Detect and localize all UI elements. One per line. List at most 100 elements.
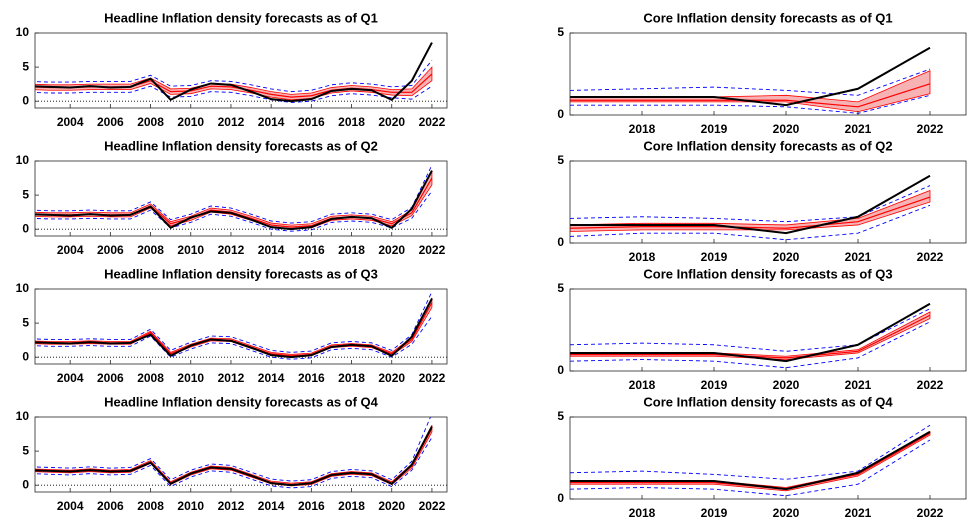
y-tick-label: 5	[22, 315, 29, 329]
x-tick-label: 2022	[419, 115, 446, 129]
series-line	[570, 302, 931, 363]
x-tick-label: 2004	[57, 499, 84, 513]
plot-background	[35, 417, 447, 492]
x-tick-label: 2014	[258, 499, 285, 513]
series-line	[570, 430, 931, 491]
y-tick-label: 5	[557, 409, 564, 423]
x-tick-label: 2006	[97, 371, 124, 385]
panel-title: Headline Inflation density forecasts as …	[104, 394, 379, 409]
x-tick-label: 2019	[701, 250, 728, 264]
x-tick-label: 2021	[845, 122, 872, 136]
x-tick-label: 2020	[378, 371, 405, 385]
panel: Core Inflation density forecasts as of Q…	[557, 266, 967, 392]
y-tick-label: 10	[16, 409, 30, 423]
plot-frame	[34, 416, 448, 493]
x-tick-label: 2010	[177, 115, 204, 129]
x-tick-label: 2012	[218, 243, 245, 257]
x-tick-label: 2006	[97, 243, 124, 257]
x-tick-label: 2006	[97, 115, 124, 129]
interval-line	[35, 417, 431, 482]
interval-line	[35, 85, 433, 103]
panel: Headline Inflation density forecasts as …	[16, 10, 448, 129]
x-tick-label: 2022	[419, 499, 446, 513]
x-tick-label: 2018	[338, 499, 365, 513]
plot-frame	[569, 416, 967, 500]
x-tick-label: 2004	[57, 115, 84, 129]
x-tick-label: 2019	[701, 506, 728, 517]
plot-background	[35, 33, 447, 108]
x-tick-label: 2022	[917, 250, 944, 264]
x-tick-label: 2018	[629, 506, 656, 517]
plot-frame	[34, 288, 448, 365]
panel-title: Core Inflation density forecasts as of Q…	[643, 138, 892, 153]
interval-line	[570, 321, 931, 369]
y-tick-label: 0	[557, 491, 564, 505]
interval-line	[35, 437, 433, 489]
panel-title: Headline Inflation density forecasts as …	[104, 10, 378, 25]
panel-title: Headline Inflation density forecasts as …	[104, 266, 378, 281]
plot-area	[35, 417, 447, 489]
y-tick-label: 0	[557, 235, 564, 249]
x-tick-label: 2018	[629, 250, 656, 264]
x-tick-label: 2008	[137, 243, 164, 257]
series-line	[35, 42, 433, 103]
interval-line	[35, 291, 433, 353]
interval-line	[35, 316, 433, 360]
interval-line	[570, 424, 931, 480]
interval-line	[35, 190, 433, 232]
x-tick-label: 2018	[629, 378, 656, 392]
x-tick-label: 2019	[701, 122, 728, 136]
series-line	[570, 174, 931, 235]
plot-frame	[569, 288, 967, 372]
panel: Headline Inflation density forecasts as …	[16, 138, 448, 257]
x-tick-label: 2012	[218, 499, 245, 513]
x-tick-label: 2020	[773, 122, 800, 136]
series-line	[570, 46, 931, 107]
y-tick-label: 0	[557, 107, 564, 121]
y-tick-label: 0	[22, 93, 29, 107]
x-tick-label: 2016	[298, 115, 325, 129]
plot-area	[570, 302, 931, 369]
series-line	[35, 170, 433, 231]
plot-frame	[569, 160, 967, 244]
series-line	[35, 426, 433, 487]
x-tick-label: 2010	[177, 371, 204, 385]
x-tick-label: 2006	[97, 499, 124, 513]
x-tick-label: 2004	[57, 371, 84, 385]
y-tick-label: 0	[557, 363, 564, 377]
x-tick-label: 2020	[773, 250, 800, 264]
plot-area	[35, 164, 447, 232]
panel-title: Core Inflation density forecasts as of Q…	[643, 266, 892, 281]
x-tick-label: 2008	[137, 115, 164, 129]
y-tick-label: 10	[16, 25, 30, 39]
x-tick-label: 2020	[378, 243, 405, 257]
panel: Headline Inflation density forecasts as …	[16, 394, 448, 513]
y-tick-label: 5	[557, 153, 564, 167]
x-tick-label: 2022	[419, 243, 446, 257]
plot-frame	[34, 32, 448, 109]
x-tick-label: 2020	[773, 378, 800, 392]
series-line	[35, 298, 433, 359]
x-tick-label: 2020	[378, 115, 405, 129]
plot-area	[570, 174, 931, 241]
x-tick-label: 2020	[378, 499, 405, 513]
y-tick-label: 5	[22, 59, 29, 73]
panel: Core Inflation density forecasts as of Q…	[557, 10, 967, 136]
interval-line	[35, 59, 433, 93]
x-tick-label: 2022	[917, 122, 944, 136]
y-tick-label: 5	[557, 25, 564, 39]
x-tick-label: 2018	[338, 371, 365, 385]
interval-line	[570, 94, 931, 114]
panel-title: Core Inflation density forecasts as of Q…	[643, 394, 893, 409]
x-tick-label: 2020	[773, 506, 800, 517]
x-tick-label: 2016	[298, 371, 325, 385]
plot-frame	[34, 160, 448, 237]
x-tick-label: 2022	[917, 506, 944, 517]
panel: Headline Inflation density forecasts as …	[16, 266, 448, 385]
panel-title: Core Inflation density forecasts as of Q…	[643, 10, 892, 25]
y-tick-label: 0	[22, 221, 29, 235]
y-tick-label: 10	[16, 281, 30, 295]
y-tick-label: 5	[557, 281, 564, 295]
series-line	[570, 196, 931, 229]
